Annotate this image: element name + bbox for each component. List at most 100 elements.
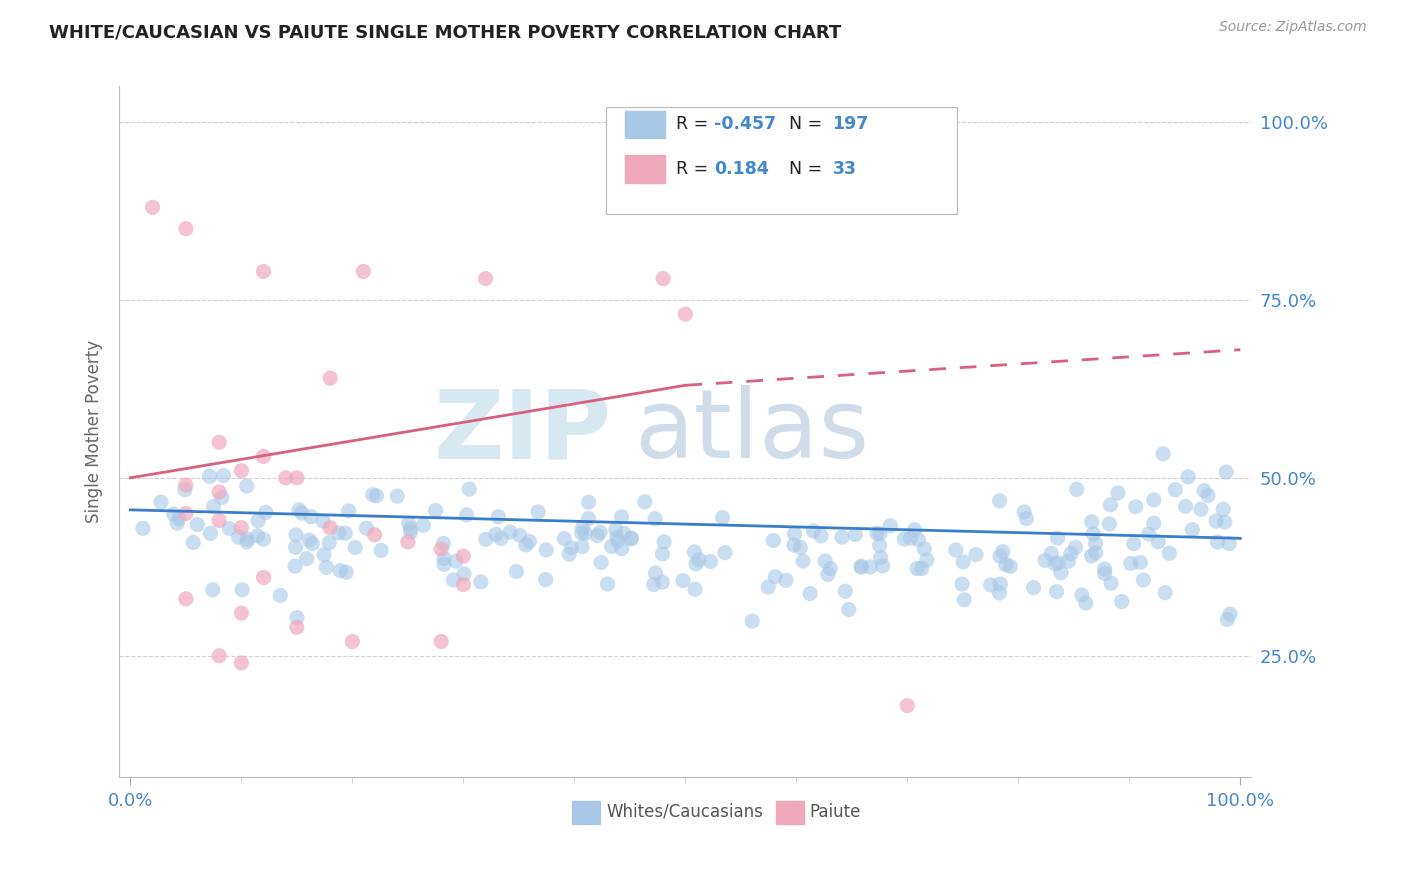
Point: [174, 221, 197, 235]
Point: [361, 488, 384, 502]
Point: [558, 547, 581, 561]
Point: [252, 264, 274, 278]
Point: [644, 566, 666, 580]
Point: [527, 505, 550, 519]
Point: [683, 582, 706, 597]
Point: [430, 541, 453, 556]
Point: [741, 614, 763, 628]
Point: [783, 527, 806, 541]
Point: [988, 577, 1011, 591]
Point: [284, 528, 307, 542]
Point: [167, 512, 190, 526]
Point: [1212, 502, 1234, 516]
Point: [1084, 536, 1107, 550]
Point: [1132, 573, 1154, 587]
Point: [132, 521, 155, 535]
Point: [988, 586, 1011, 600]
Point: [399, 522, 422, 536]
Text: atlas: atlas: [634, 385, 869, 478]
Point: [988, 493, 1011, 508]
Point: [315, 560, 337, 574]
Point: [792, 554, 814, 568]
Point: [834, 584, 856, 599]
Point: [799, 586, 821, 600]
Point: [252, 533, 274, 547]
Point: [181, 535, 204, 549]
Point: [851, 559, 873, 574]
Point: [474, 533, 496, 547]
Point: [319, 521, 342, 535]
Point: [606, 533, 628, 548]
Text: R =: R =: [676, 161, 714, 178]
Point: [198, 469, 221, 483]
Point: [652, 535, 675, 549]
Point: [1099, 498, 1122, 512]
Text: WHITE/CAUCASIAN VS PAIUTE SINGLE MOTHER POVERTY CORRELATION CHART: WHITE/CAUCASIAN VS PAIUTE SINGLE MOTHER …: [49, 23, 841, 41]
Point: [1012, 505, 1035, 519]
Point: [231, 521, 253, 535]
Point: [284, 559, 307, 574]
Bar: [776, 801, 804, 823]
Point: [849, 560, 872, 574]
Point: [284, 541, 307, 555]
Point: [988, 549, 1011, 564]
Point: [1189, 502, 1212, 516]
Point: [269, 589, 291, 603]
Point: [319, 371, 342, 385]
Point: [596, 577, 619, 591]
Point: [859, 560, 882, 574]
Point: [610, 509, 633, 524]
Point: [905, 561, 928, 575]
Point: [432, 536, 454, 550]
Point: [866, 526, 889, 541]
Point: [509, 528, 531, 542]
Point: [643, 577, 665, 591]
Point: [652, 271, 675, 285]
Text: ZIP: ZIP: [434, 385, 612, 478]
Point: [356, 521, 378, 535]
Point: [1015, 511, 1038, 525]
Point: [441, 573, 464, 587]
Point: [1084, 546, 1107, 560]
Point: [150, 495, 173, 509]
Point: [337, 504, 360, 518]
Point: [783, 538, 806, 552]
Point: [1159, 546, 1181, 560]
Point: [142, 200, 165, 214]
Point: [458, 482, 481, 496]
Point: [489, 532, 512, 546]
Point: [685, 557, 707, 571]
Point: [775, 574, 797, 588]
Point: [456, 508, 478, 522]
Point: [328, 526, 350, 541]
Point: [586, 528, 609, 542]
Point: [756, 580, 779, 594]
Point: [1219, 607, 1241, 622]
Point: [634, 495, 657, 509]
Text: 0.184: 0.184: [714, 161, 769, 178]
Point: [872, 558, 894, 573]
Point: [578, 495, 600, 509]
Point: [433, 558, 456, 572]
Point: [329, 564, 352, 578]
Point: [519, 534, 541, 549]
Point: [1174, 500, 1197, 514]
Point: [576, 511, 599, 525]
Point: [571, 526, 593, 541]
Point: [869, 550, 891, 565]
Point: [1192, 483, 1215, 498]
Point: [1137, 527, 1160, 541]
Point: [335, 566, 357, 580]
Point: [335, 526, 357, 541]
Point: [235, 479, 257, 493]
Point: [387, 489, 409, 503]
Point: [499, 525, 522, 540]
Point: [1040, 546, 1063, 560]
Point: [591, 556, 613, 570]
Point: [553, 532, 575, 546]
Point: [838, 602, 860, 616]
Point: [952, 555, 974, 569]
Point: [453, 566, 475, 581]
Point: [218, 521, 240, 535]
Point: [953, 592, 976, 607]
